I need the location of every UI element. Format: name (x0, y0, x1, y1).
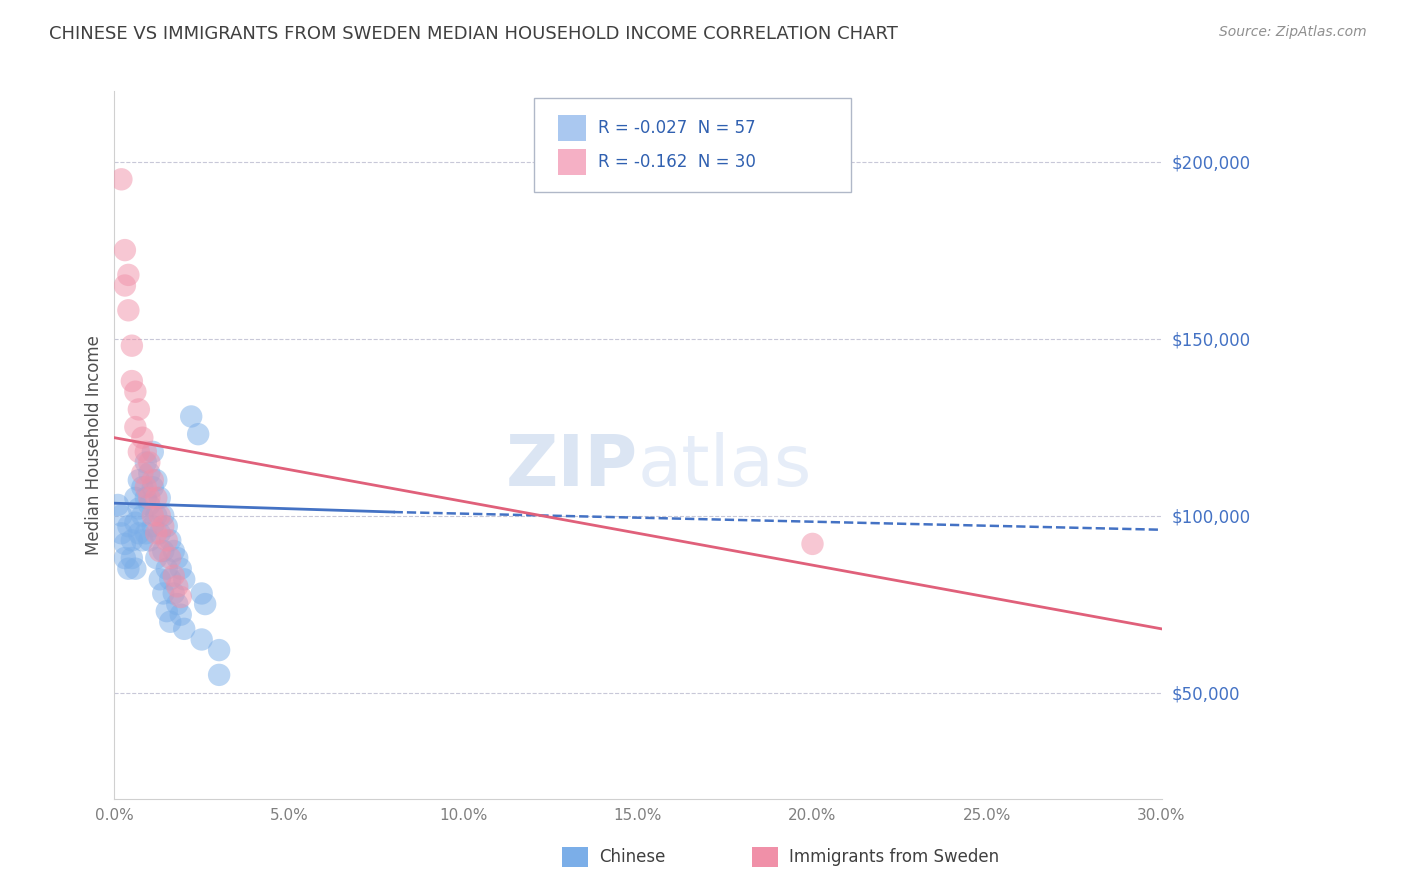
Point (121, 533, 143, 548)
Point (801, 537, 824, 551)
Point (152, 519, 174, 533)
Point (190, 632, 212, 647)
Point (149, 508, 172, 523)
Point (170, 607, 193, 622)
Point (159, 551, 181, 566)
Point (187, 427, 209, 442)
Point (124, 562, 146, 576)
Point (110, 508, 132, 523)
Point (166, 551, 188, 566)
Point (117, 519, 139, 533)
Point (152, 544, 174, 558)
Point (131, 480, 153, 494)
Point (170, 562, 193, 576)
Point (166, 579, 188, 593)
Point (194, 597, 217, 611)
Point (138, 491, 160, 505)
Point (114, 278, 136, 293)
Y-axis label: Median Household Income: Median Household Income (86, 334, 103, 555)
Point (110, 526, 132, 541)
Point (190, 586, 212, 600)
Point (121, 551, 143, 566)
Point (114, 243, 136, 257)
Point (142, 473, 165, 487)
Point (128, 473, 150, 487)
Point (208, 668, 231, 682)
Point (128, 501, 150, 516)
Point (121, 339, 143, 353)
Point (135, 491, 157, 505)
Point (131, 466, 153, 480)
Point (138, 466, 160, 480)
Point (124, 420, 146, 434)
Point (121, 374, 143, 388)
Point (180, 409, 202, 424)
Point (124, 516, 146, 530)
Point (110, 172, 132, 186)
Point (138, 498, 160, 512)
Text: R = -0.027  N = 57: R = -0.027 N = 57 (598, 119, 755, 137)
Point (149, 572, 172, 586)
Point (117, 303, 139, 318)
Point (145, 551, 167, 566)
Point (135, 455, 157, 469)
Point (117, 562, 139, 576)
Point (142, 508, 165, 523)
Point (208, 643, 231, 657)
Point (163, 586, 186, 600)
Point (135, 445, 157, 459)
Point (117, 268, 139, 282)
Point (128, 402, 150, 417)
Point (142, 519, 165, 533)
Point (138, 455, 160, 469)
Point (166, 597, 188, 611)
Point (107, 498, 129, 512)
Point (152, 508, 174, 523)
Point (159, 533, 181, 548)
Point (173, 572, 195, 586)
Point (142, 480, 165, 494)
Text: Chinese: Chinese (599, 848, 665, 866)
Point (131, 508, 153, 523)
Point (159, 615, 181, 629)
Point (142, 445, 165, 459)
Point (149, 526, 172, 541)
Point (145, 491, 167, 505)
Point (173, 622, 195, 636)
Point (135, 480, 157, 494)
Point (138, 533, 160, 548)
Point (159, 572, 181, 586)
Point (128, 526, 150, 541)
Point (163, 568, 186, 582)
Point (156, 604, 179, 618)
Point (163, 544, 186, 558)
Point (131, 431, 153, 445)
Point (131, 533, 153, 548)
Text: CHINESE VS IMMIGRANTS FROM SWEDEN MEDIAN HOUSEHOLD INCOME CORRELATION CHART: CHINESE VS IMMIGRANTS FROM SWEDEN MEDIAN… (49, 25, 898, 43)
Point (152, 586, 174, 600)
Point (114, 551, 136, 566)
Point (128, 445, 150, 459)
Point (149, 491, 172, 505)
Point (170, 590, 193, 604)
Point (156, 533, 179, 548)
Text: Immigrants from Sweden: Immigrants from Sweden (789, 848, 998, 866)
Point (149, 544, 172, 558)
Text: atlas: atlas (638, 432, 813, 500)
Point (124, 384, 146, 399)
Point (135, 526, 157, 541)
Text: ZIP: ZIP (506, 432, 638, 500)
Text: R = -0.162  N = 30: R = -0.162 N = 30 (598, 153, 755, 171)
Point (156, 562, 179, 576)
Point (145, 473, 167, 487)
Point (114, 537, 136, 551)
Point (156, 519, 179, 533)
Point (124, 491, 146, 505)
Text: Source: ZipAtlas.com: Source: ZipAtlas.com (1219, 25, 1367, 39)
Point (145, 508, 167, 523)
Point (145, 526, 167, 541)
